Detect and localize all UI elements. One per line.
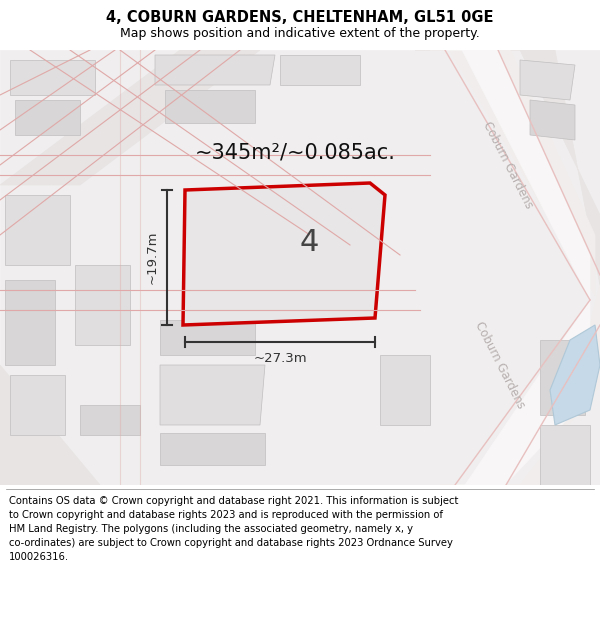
Text: ~27.3m: ~27.3m xyxy=(253,351,307,364)
Polygon shape xyxy=(160,433,265,465)
Polygon shape xyxy=(530,100,575,140)
Polygon shape xyxy=(455,300,590,485)
Polygon shape xyxy=(445,50,590,300)
Polygon shape xyxy=(520,60,575,100)
Text: Map shows position and indicative extent of the property.: Map shows position and indicative extent… xyxy=(120,27,480,40)
Text: ~19.7m: ~19.7m xyxy=(146,231,158,284)
Polygon shape xyxy=(280,55,360,85)
Polygon shape xyxy=(440,285,600,485)
Polygon shape xyxy=(160,320,255,355)
Polygon shape xyxy=(5,195,70,265)
Polygon shape xyxy=(183,183,385,325)
Polygon shape xyxy=(0,50,260,185)
Polygon shape xyxy=(380,355,430,425)
Polygon shape xyxy=(160,365,265,425)
Text: ~345m²/~0.085ac.: ~345m²/~0.085ac. xyxy=(194,143,395,163)
Text: 4, COBURN GARDENS, CHELTENHAM, GL51 0GE: 4, COBURN GARDENS, CHELTENHAM, GL51 0GE xyxy=(106,10,494,25)
Polygon shape xyxy=(80,405,140,435)
Polygon shape xyxy=(430,50,595,295)
Polygon shape xyxy=(75,265,130,345)
Polygon shape xyxy=(0,365,100,485)
Polygon shape xyxy=(540,340,585,415)
Polygon shape xyxy=(5,280,55,365)
Polygon shape xyxy=(155,55,275,85)
Text: Contains OS data © Crown copyright and database right 2021. This information is : Contains OS data © Crown copyright and d… xyxy=(9,496,458,562)
Text: 4: 4 xyxy=(300,228,319,257)
Polygon shape xyxy=(165,90,255,123)
Polygon shape xyxy=(415,50,600,285)
Polygon shape xyxy=(15,100,80,135)
Polygon shape xyxy=(540,425,590,485)
Polygon shape xyxy=(10,60,95,95)
Polygon shape xyxy=(0,50,600,485)
Text: Coburn Gardens: Coburn Gardens xyxy=(472,319,527,411)
Polygon shape xyxy=(10,375,65,435)
Polygon shape xyxy=(550,325,600,425)
Text: Coburn Gardens: Coburn Gardens xyxy=(481,119,536,211)
